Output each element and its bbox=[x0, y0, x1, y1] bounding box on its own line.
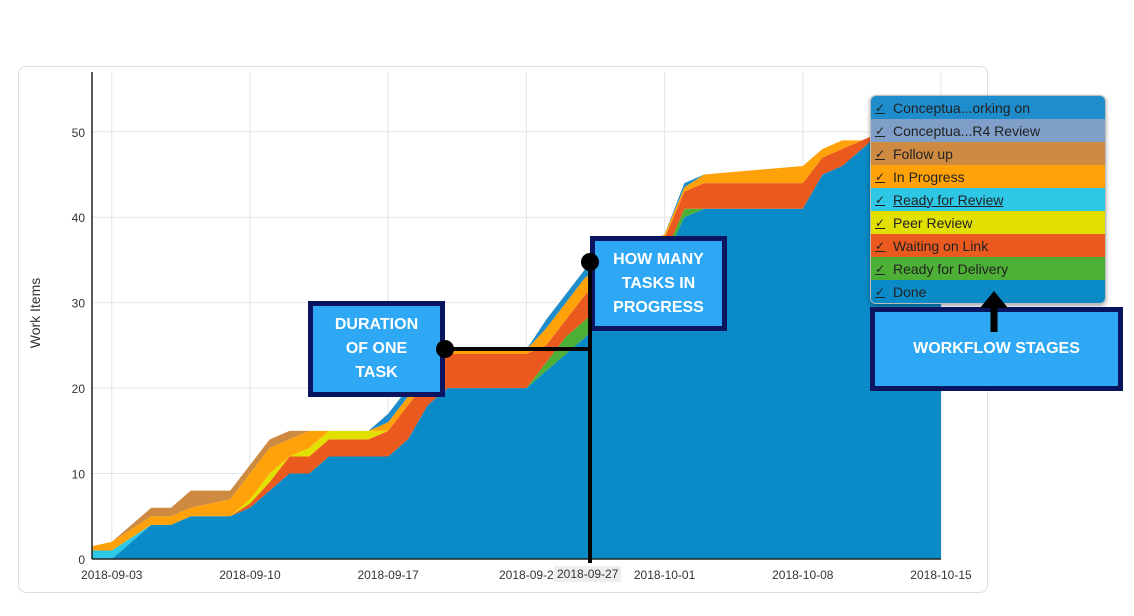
legend: ✓ Conceptua...orking on ✓ Conceptua...R4 Re… bbox=[870, 95, 1106, 304]
annotation-tasks-in-progress: HOW MANY TASKS IN PROGRESS bbox=[590, 236, 727, 331]
annotation-workflow-stages: WORKFLOW STAGES bbox=[870, 307, 1123, 391]
y-tick-label: 50 bbox=[72, 126, 86, 140]
checkmark-icon: ✓ bbox=[875, 123, 886, 138]
legend-item[interactable]: ✓ Done bbox=[871, 280, 1105, 303]
y-tick-label: 40 bbox=[72, 211, 86, 225]
legend-label: Ready for Delivery bbox=[893, 260, 1009, 277]
area-follow-up bbox=[92, 114, 941, 547]
y-tick-label: 0 bbox=[78, 553, 85, 567]
legend-label: Done bbox=[893, 283, 927, 300]
legend-item[interactable]: ✓ Follow up bbox=[871, 142, 1105, 165]
legend-label: Conceptua...R4 Review bbox=[893, 122, 1041, 139]
legend-item[interactable]: ✓ Waiting on Link bbox=[871, 234, 1105, 257]
x-tick-label: 2018-09-10 bbox=[219, 568, 281, 582]
legend-label: Waiting on Link bbox=[893, 237, 989, 254]
x-tick-label: 2018-09-2 bbox=[499, 568, 554, 582]
checkmark-icon: ✓ bbox=[875, 284, 886, 299]
legend-item[interactable]: ✓ Ready for Delivery bbox=[871, 257, 1105, 280]
legend-item[interactable]: ✓ Ready for Review bbox=[871, 188, 1105, 211]
legend-item[interactable]: ✓ Conceptua...orking on bbox=[871, 96, 1105, 119]
checkmark-icon: ✓ bbox=[875, 192, 886, 207]
legend-label: Peer Review bbox=[893, 214, 973, 231]
legend-item[interactable]: ✓ Peer Review bbox=[871, 211, 1105, 234]
legend-label: Conceptua...orking on bbox=[893, 99, 1030, 116]
x-tick-label: 2018-10-15 bbox=[910, 568, 972, 582]
y-tick-label: 10 bbox=[72, 468, 86, 482]
area-in-progress bbox=[92, 114, 941, 551]
annotation-duration: DURATION OF ONE TASK bbox=[308, 301, 445, 397]
y-axis-label: Work Items bbox=[27, 277, 43, 349]
legend-label: Ready for Review bbox=[893, 191, 1004, 208]
checkmark-icon: ✓ bbox=[875, 261, 886, 276]
checkmark-icon: ✓ bbox=[875, 146, 886, 161]
hover-x-label: 2018-09-27 bbox=[554, 566, 622, 582]
checkmark-icon: ✓ bbox=[875, 215, 886, 230]
x-tick-label: 2018-10-08 bbox=[772, 568, 834, 582]
y-tick-label: 20 bbox=[72, 382, 86, 396]
checkmark-icon: ✓ bbox=[875, 238, 886, 253]
legend-item[interactable]: ✓ Conceptua...R4 Review bbox=[871, 119, 1105, 142]
legend-label: In Progress bbox=[893, 168, 965, 185]
checkmark-icon: ✓ bbox=[875, 169, 886, 184]
x-tick-label: 2018-09-17 bbox=[357, 568, 419, 582]
legend-label: Follow up bbox=[893, 145, 953, 162]
y-tick-label: 30 bbox=[72, 297, 86, 311]
checkmark-icon: ✓ bbox=[875, 100, 886, 115]
x-tick-label: 2018-10-01 bbox=[634, 568, 696, 582]
area-done bbox=[92, 114, 941, 559]
x-tick-label: 2018-09-03 bbox=[81, 568, 143, 582]
legend-item[interactable]: ✓ In Progress bbox=[871, 165, 1105, 188]
